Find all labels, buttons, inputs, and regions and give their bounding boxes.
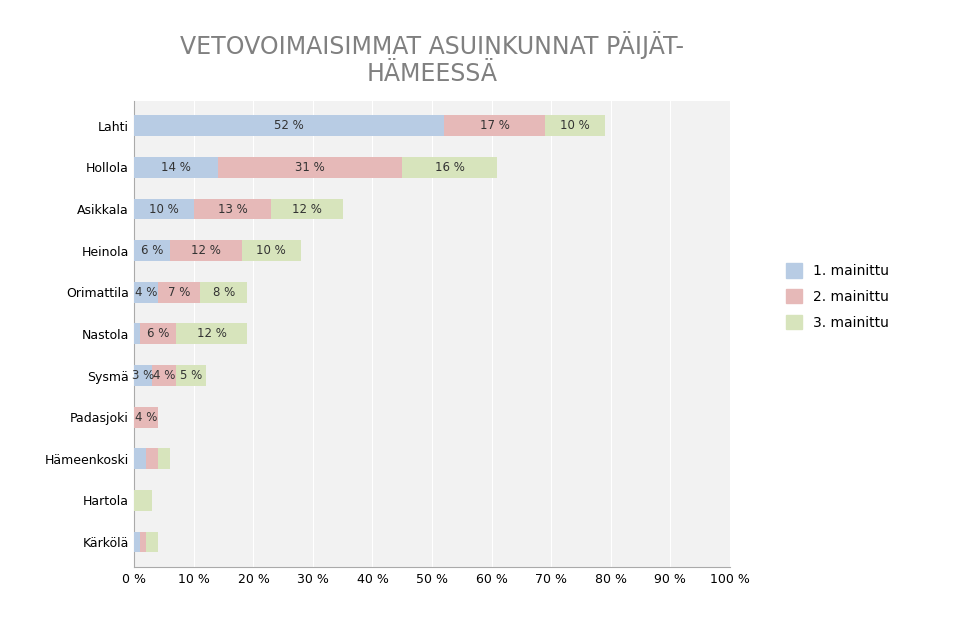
Text: 3 %: 3 % <box>132 369 155 382</box>
Bar <box>134 240 170 261</box>
Bar <box>134 198 194 219</box>
Text: 6 %: 6 % <box>147 328 169 340</box>
Bar <box>194 198 272 219</box>
Text: 12 %: 12 % <box>292 202 322 215</box>
Bar <box>402 157 497 178</box>
Text: 8 %: 8 % <box>212 286 235 299</box>
Bar <box>146 532 158 553</box>
Bar <box>158 282 200 302</box>
Text: 6 %: 6 % <box>141 244 163 257</box>
Text: 10 %: 10 % <box>560 119 589 132</box>
Text: 52 %: 52 % <box>275 119 304 132</box>
Bar <box>158 449 170 469</box>
Bar <box>444 115 545 136</box>
Bar <box>200 282 248 302</box>
Text: 16 %: 16 % <box>435 161 465 174</box>
Text: 14 %: 14 % <box>161 161 191 174</box>
Bar <box>176 365 205 386</box>
Text: 17 %: 17 % <box>480 119 510 132</box>
Text: 5 %: 5 % <box>180 369 202 382</box>
Bar <box>134 449 146 469</box>
Bar <box>545 115 605 136</box>
Bar <box>134 407 158 428</box>
Bar <box>140 532 146 553</box>
Bar <box>218 157 402 178</box>
Text: 10 %: 10 % <box>150 202 179 215</box>
Bar <box>242 240 301 261</box>
Legend: 1. mainittu, 2. mainittu, 3. mainittu: 1. mainittu, 2. mainittu, 3. mainittu <box>785 263 889 330</box>
Text: 4 %: 4 % <box>135 411 157 423</box>
Bar <box>134 157 218 178</box>
Title: VETOVOIMAISIMMAT ASUINKUNNAT PÄIJÄT-
HÄMEESSÄ: VETOVOIMAISIMMAT ASUINKUNNAT PÄIJÄT- HÄM… <box>180 31 684 86</box>
Bar <box>134 282 158 302</box>
Text: 4 %: 4 % <box>135 286 157 299</box>
Bar <box>170 240 242 261</box>
Bar <box>272 198 343 219</box>
Text: 4 %: 4 % <box>153 369 176 382</box>
Bar <box>134 532 140 553</box>
Text: 12 %: 12 % <box>191 244 221 257</box>
Bar <box>134 323 140 345</box>
Text: 31 %: 31 % <box>295 161 324 174</box>
Bar <box>146 449 158 469</box>
Text: 13 %: 13 % <box>218 202 248 215</box>
Text: 7 %: 7 % <box>168 286 190 299</box>
Bar <box>176 323 248 345</box>
Bar <box>134 490 153 511</box>
Text: 12 %: 12 % <box>197 328 227 340</box>
Bar <box>140 323 176 345</box>
Bar <box>134 115 444 136</box>
Text: 10 %: 10 % <box>256 244 286 257</box>
Bar <box>134 365 153 386</box>
Bar <box>153 365 176 386</box>
